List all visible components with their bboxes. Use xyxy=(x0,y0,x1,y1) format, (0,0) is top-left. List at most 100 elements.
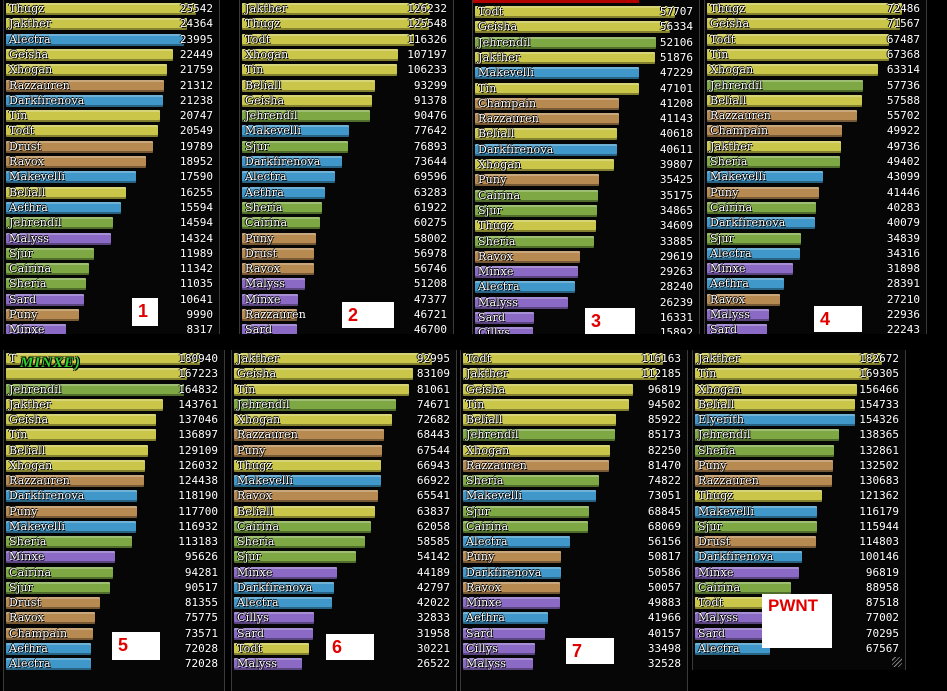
meter-row[interactable]: Cillys 32833 xyxy=(234,611,454,625)
meter-row[interactable]: Sheria 58585 xyxy=(234,535,454,549)
meter-row[interactable]: Malyss 26522 xyxy=(234,657,454,671)
meter-row[interactable]: Aethra 15594 xyxy=(6,201,217,215)
meter-row[interactable]: Ravox 75775 xyxy=(6,611,222,625)
meter-row[interactable]: Sard 16331 xyxy=(475,311,697,325)
meter-row[interactable]: Thugz 25542 xyxy=(6,2,217,16)
meter-row[interactable]: Geisha 83109 xyxy=(234,367,454,381)
meter-row[interactable]: Geisha 91378 xyxy=(242,94,451,108)
meter-row[interactable]: Todt 57707 xyxy=(475,5,697,19)
meter-row[interactable]: Ravox 56746 xyxy=(242,262,451,276)
meter-row[interactable]: Xhogan 72682 xyxy=(234,413,454,427)
meter-row[interactable]: Sheria 33885 xyxy=(475,235,697,249)
meter-row[interactable]: Cillys 15892 xyxy=(475,326,697,334)
meter-row[interactable]: Cairina 62058 xyxy=(234,520,454,534)
meter-row[interactable]: Geisha 56334 xyxy=(475,20,697,34)
meter-row[interactable]: Geisha 22449 xyxy=(6,48,217,62)
meter-row[interactable]: Cairina 94281 xyxy=(6,566,222,580)
meter-row[interactable]: Tin 169305 xyxy=(695,367,903,381)
meter-row[interactable]: Jakther 182672 xyxy=(695,352,903,366)
meter-row[interactable]: Puny 35425 xyxy=(475,173,697,187)
meter-row[interactable]: Sard 40157 xyxy=(463,627,685,641)
meter-row[interactable]: Makevelli 116932 xyxy=(6,520,222,534)
meter-row[interactable]: Ravox 18952 xyxy=(6,155,217,169)
meter-row[interactable]: 167223 xyxy=(6,367,222,381)
meter-row[interactable]: Cairina 68069 xyxy=(463,520,685,534)
meter-row[interactable]: Malyss 26239 xyxy=(475,296,697,310)
meter-row[interactable]: Xhogan 21759 xyxy=(6,63,217,77)
meter-row[interactable]: Darkfirenova 42797 xyxy=(234,581,454,595)
meter-row[interactable]: Jehrendil 74671 xyxy=(234,398,454,412)
meter-row[interactable]: Razzauren 81470 xyxy=(463,459,685,473)
resize-grip-icon[interactable] xyxy=(892,657,902,667)
meter-row[interactable]: Tin 106233 xyxy=(242,63,451,77)
meter-row[interactable]: Minxe 49883 xyxy=(463,596,685,610)
meter-row[interactable]: Sheria 49402 xyxy=(707,155,924,169)
meter-row[interactable]: Alectra 23995 xyxy=(6,33,217,47)
meter-row[interactable]: Jehrendil 138365 xyxy=(695,428,903,442)
meter-row[interactable]: Sard 22243 xyxy=(707,323,924,334)
meter-row[interactable]: Beliall 57588 xyxy=(707,94,924,108)
meter-row[interactable]: Drust 19789 xyxy=(6,140,217,154)
meter-row[interactable]: Alectra 72028 xyxy=(6,657,222,671)
meter-row[interactable]: Sheria 74822 xyxy=(463,474,685,488)
meter-row[interactable]: Minxe 31898 xyxy=(707,262,924,276)
meter-row[interactable]: Jehrendil 57736 xyxy=(707,79,924,93)
meter-row[interactable]: T 180940 xyxy=(6,352,222,366)
meter-row[interactable]: Sjur 90517 xyxy=(6,581,222,595)
meter-row[interactable]: Xhogan 126032 xyxy=(6,459,222,473)
meter-row[interactable]: Ravox 27210 xyxy=(707,293,924,307)
meter-row[interactable]: Alectra 42022 xyxy=(234,596,454,610)
meter-row[interactable]: Cairina 11342 xyxy=(6,262,217,276)
meter-row[interactable]: Cairina 60275 xyxy=(242,216,451,230)
meter-row[interactable]: Malyss 51208 xyxy=(242,277,451,291)
meter-row[interactable]: Puny 41446 xyxy=(707,186,924,200)
meter-row[interactable]: Tin 81061 xyxy=(234,383,454,397)
meter-row[interactable]: Elyerith 154326 xyxy=(695,413,903,427)
meter-row[interactable]: Razzauren 41143 xyxy=(475,112,697,126)
meter-row[interactable]: Sard 70295 xyxy=(695,627,903,641)
meter-row[interactable]: Todt 116163 xyxy=(463,352,685,366)
meter-row[interactable]: Jehrendil 164832 xyxy=(6,383,222,397)
meter-row[interactable]: Jehrendil 85173 xyxy=(463,428,685,442)
meter-row[interactable]: Sjur 34865 xyxy=(475,204,697,218)
meter-row[interactable]: Aethra 72028 xyxy=(6,642,222,656)
meter-row[interactable]: Jehrendil 14594 xyxy=(6,216,217,230)
meter-row[interactable]: Tin 67368 xyxy=(707,48,924,62)
meter-row[interactable]: Makevelli 116179 xyxy=(695,505,903,519)
meter-row[interactable]: Darkfirenova 40079 xyxy=(707,216,924,230)
meter-row[interactable]: Tin 20747 xyxy=(6,109,217,123)
meter-row[interactable]: Jakther 126232 xyxy=(242,2,451,16)
meter-row[interactable]: Thugz 125548 xyxy=(242,17,451,31)
meter-row[interactable]: Puny 132502 xyxy=(695,459,903,473)
meter-row[interactable]: Drust 81355 xyxy=(6,596,222,610)
meter-row[interactable]: Malyss 14324 xyxy=(6,232,217,246)
meter-row[interactable]: Minxe 29263 xyxy=(475,265,697,279)
meter-row[interactable]: Sjur 34839 xyxy=(707,232,924,246)
meter-row[interactable]: Alectra 34316 xyxy=(707,247,924,261)
meter-row[interactable]: Ravox 50057 xyxy=(463,581,685,595)
meter-row[interactable]: Xhogan 39807 xyxy=(475,158,697,172)
meter-row[interactable]: Sjur 68845 xyxy=(463,505,685,519)
meter-row[interactable]: Geisha 96819 xyxy=(463,383,685,397)
meter-row[interactable]: Jakther 24364 xyxy=(6,17,217,31)
meter-row[interactable]: Jakther 49736 xyxy=(707,140,924,154)
meter-row[interactable]: Puny 58002 xyxy=(242,232,451,246)
meter-row[interactable]: Razzauren 21312 xyxy=(6,79,217,93)
meter-row[interactable]: Tin 94502 xyxy=(463,398,685,412)
meter-row[interactable]: Thugz 72486 xyxy=(707,2,924,16)
meter-row[interactable]: Drust 56978 xyxy=(242,247,451,261)
meter-row[interactable]: Makevelli 47229 xyxy=(475,66,697,80)
meter-row[interactable]: Darkfirenova 21238 xyxy=(6,94,217,108)
meter-row[interactable]: Darkfirenova 73644 xyxy=(242,155,451,169)
meter-row[interactable]: Drust 114803 xyxy=(695,535,903,549)
meter-row[interactable]: Puny 67544 xyxy=(234,444,454,458)
meter-row[interactable]: Alectra 67567 xyxy=(695,642,903,656)
meter-row[interactable]: Thugz 34609 xyxy=(475,219,697,233)
meter-row[interactable]: Jehrendil 90476 xyxy=(242,109,451,123)
meter-row[interactable]: Minxe 8317 xyxy=(6,323,217,334)
meter-row[interactable]: Thugz 66943 xyxy=(234,459,454,473)
meter-row[interactable]: Beliall 85922 xyxy=(463,413,685,427)
meter-row[interactable]: Alectra 56156 xyxy=(463,535,685,549)
meter-row[interactable]: Sjur 115944 xyxy=(695,520,903,534)
meter-row[interactable]: Razzauren 55702 xyxy=(707,109,924,123)
